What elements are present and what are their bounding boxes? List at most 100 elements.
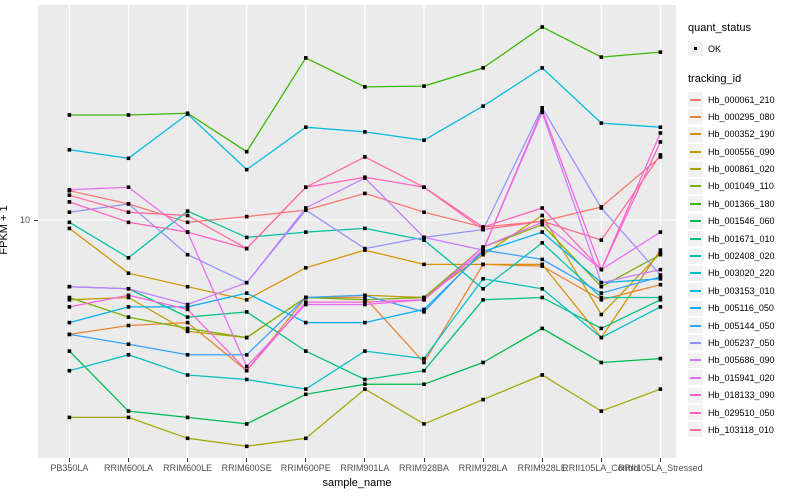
legend-key-swatch	[688, 318, 703, 334]
line-swatch-icon	[690, 394, 701, 397]
legend-item-Hb_005237_050: Hb_005237_050	[688, 335, 800, 351]
data-point	[658, 298, 663, 302]
data-point	[67, 193, 72, 197]
data-point	[422, 298, 426, 302]
data-point	[185, 112, 190, 116]
data-point	[658, 387, 663, 391]
data-point	[67, 368, 72, 373]
data-point	[540, 213, 544, 218]
data-point	[481, 66, 485, 70]
data-point	[363, 175, 367, 179]
x-tick-label: RRIM600LE	[163, 463, 213, 473]
data-point	[304, 185, 308, 189]
data-point	[244, 368, 249, 373]
x-tick-label: RRIM600PE	[280, 463, 331, 473]
data-point	[126, 185, 131, 189]
data-point	[363, 191, 367, 196]
data-point	[599, 280, 604, 285]
data-point	[363, 377, 367, 382]
data-point	[304, 300, 308, 304]
data-point	[185, 302, 190, 307]
data-point	[481, 397, 485, 402]
legend-key-swatch	[688, 283, 703, 299]
data-point	[599, 360, 604, 365]
data-point	[304, 302, 308, 307]
line-swatch-icon	[690, 428, 701, 431]
data-point	[185, 284, 190, 289]
data-point	[185, 353, 190, 357]
legend-item-label: Hb_002408_020	[708, 251, 775, 262]
legend-item-label: Hb_000861_020	[708, 164, 775, 175]
data-point	[658, 356, 663, 361]
data-point	[422, 307, 426, 312]
line-swatch-icon	[690, 376, 701, 379]
data-point	[540, 257, 544, 262]
data-point	[363, 226, 367, 231]
data-point	[185, 373, 190, 377]
data-point	[658, 230, 663, 234]
data-point	[185, 436, 190, 441]
data-point	[540, 262, 544, 267]
x-axis-tick	[68, 458, 70, 462]
legend-item-label: Hb_000295_080	[708, 111, 775, 122]
data-point	[481, 277, 485, 281]
legend-item-Hb_000352_190: Hb_000352_190	[688, 126, 800, 142]
legend-key-swatch	[688, 92, 703, 107]
legend-key-swatch	[688, 387, 703, 403]
data-point	[599, 295, 604, 300]
data-point	[304, 387, 308, 391]
data-point	[658, 282, 663, 287]
data-point	[540, 219, 544, 223]
x-axis-tick	[187, 458, 189, 462]
legend-item-label: OK	[708, 43, 722, 54]
data-point	[185, 415, 190, 420]
data-point	[126, 293, 131, 298]
data-point	[540, 106, 544, 110]
data-point	[67, 298, 72, 302]
data-point	[422, 138, 426, 142]
data-point	[185, 326, 190, 331]
x-axis-tick	[600, 458, 602, 462]
data-point	[304, 208, 308, 212]
data-point	[599, 312, 604, 317]
ok-point-icon	[693, 46, 698, 51]
legend-item-Hb_003020_220: Hb_003020_220	[688, 265, 800, 281]
legend-title-quant-status: quant_status	[688, 22, 751, 34]
legend-item-label: Hb_005237_050	[708, 337, 775, 348]
data-point	[67, 349, 72, 353]
data-point	[126, 409, 131, 413]
data-point	[363, 302, 367, 307]
data-point	[126, 342, 131, 346]
legend-item-Hb_001671_010: Hb_001671_010	[688, 231, 800, 247]
data-point	[599, 55, 604, 59]
data-point	[481, 360, 485, 365]
data-point	[363, 130, 367, 134]
legend-item-label: Hb_003020_220	[708, 268, 775, 279]
data-point	[67, 295, 72, 300]
legend-key-swatch	[688, 405, 703, 421]
data-point	[422, 356, 426, 361]
data-point	[540, 66, 544, 70]
data-point	[67, 226, 72, 231]
legend-key-swatch	[688, 178, 703, 194]
x-axis-tick	[246, 458, 248, 462]
line-swatch-icon	[690, 324, 701, 327]
legend-key-swatch	[688, 370, 703, 386]
data-point	[599, 284, 604, 289]
x-axis-tick	[364, 458, 366, 462]
legend-item-label: Hb_005116_050	[708, 303, 774, 314]
legend-item-label: Hb_005144_050	[708, 320, 775, 331]
legend-tracking-items: Hb_000061_210 Hb_000295_080 Hb_000352_190 H…	[688, 92, 800, 438]
data-point	[67, 113, 72, 117]
x-tick-label: RRIM600SE	[221, 463, 272, 473]
legend-key-swatch	[688, 352, 703, 368]
data-point	[126, 220, 131, 225]
line-swatch-icon	[690, 98, 701, 101]
data-point	[126, 305, 131, 309]
line-swatch-icon	[690, 168, 701, 171]
line-swatch-icon	[690, 133, 701, 136]
data-point	[422, 295, 426, 300]
legend-item-label: Hb_001546_060	[708, 216, 775, 227]
data-point	[540, 222, 544, 227]
